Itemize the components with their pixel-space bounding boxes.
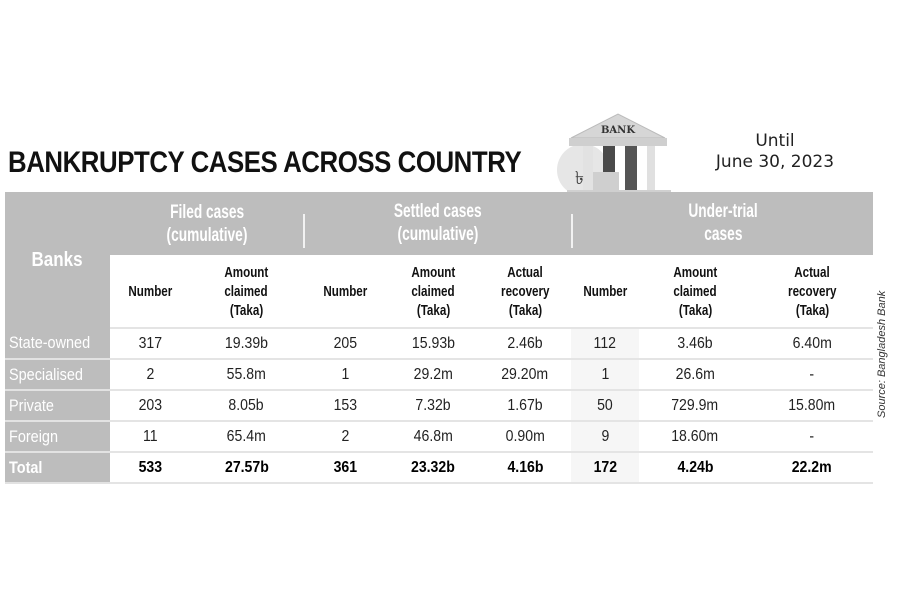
table-row-total: Total 533 27.57b 361 23.32b 4.16b 172 4.…	[5, 452, 874, 484]
table-cell: 1.67b	[479, 390, 572, 422]
table-cell: 153	[303, 390, 388, 422]
table-cell: -	[751, 359, 874, 391]
banks-header: Banks	[5, 192, 110, 328]
table-cell: -	[751, 421, 874, 453]
col-header-trial-number: Number	[571, 255, 640, 329]
table-row-specialised: Specialised 2 55.8m 1 29.2m 29.20m 1 26.…	[5, 359, 874, 391]
col-header-settled-recovery: Actual recovery (Taka)	[479, 255, 572, 329]
page-title: BANKRUPTCY CASES ACROSS COUNTRY	[8, 146, 522, 179]
table-cell: 3.46b	[639, 328, 752, 360]
date-label-line1: Until	[755, 131, 795, 151]
table-cell: 19.39b	[190, 328, 304, 360]
row-label: Total	[5, 452, 110, 484]
table-cell: 18.60m	[639, 421, 752, 453]
svg-text:৳: ৳	[575, 168, 584, 189]
row-label: State-owned	[5, 328, 110, 360]
table-cell: 203	[110, 390, 190, 422]
divider	[571, 213, 574, 248]
table-cell: 361	[303, 452, 388, 484]
table-cell: 8.05b	[190, 390, 304, 422]
table-cell: 172	[571, 452, 640, 484]
table-cell: 112	[571, 328, 640, 360]
table-cell: 9	[571, 421, 640, 453]
divider	[303, 213, 306, 248]
row-label: Specialised	[5, 359, 110, 391]
table-cell: 65.4m	[190, 421, 304, 453]
table-cell: 2	[303, 421, 388, 453]
date-label-line2: June 30, 2023	[715, 152, 835, 172]
table-cell: 15.80m	[751, 390, 874, 422]
table-row-state-owned: State-owned 317 19.39b 205 15.93b 2.46b …	[5, 328, 874, 360]
table-cell: 2.46b	[479, 328, 572, 360]
svg-text:BANK: BANK	[601, 125, 635, 136]
col-header-trial-amount: Amount claimed (Taka)	[639, 255, 752, 329]
table-cell: 23.32b	[387, 452, 480, 484]
table-cell: 317	[110, 328, 190, 360]
date-label: Until June 30, 2023	[700, 131, 850, 173]
col-header-settled-amount: Amount claimed (Taka)	[387, 255, 480, 329]
table-cell: 205	[303, 328, 388, 360]
group-header-settled: Settled cases (cumulative)	[303, 192, 572, 255]
row-label: Foreign	[5, 421, 110, 453]
table-cell: 29.20m	[479, 359, 572, 391]
table-cell: 4.24b	[639, 452, 752, 484]
table-cell: 7.32b	[387, 390, 480, 422]
table-cell: 22.2m	[751, 452, 874, 484]
table-cell: 6.40m	[751, 328, 874, 360]
table-cell: 4.16b	[479, 452, 572, 484]
table-cell: 1	[571, 359, 640, 391]
group-header-filed: Filed cases (cumulative)	[110, 192, 304, 255]
col-header-filed-amount: Amount claimed (Taka)	[190, 255, 304, 329]
table-cell: 15.93b	[387, 328, 480, 360]
table-cell: 729.9m	[639, 390, 752, 422]
col-header-settled-number: Number	[303, 255, 388, 329]
col-header-filed-number: Number	[110, 255, 190, 329]
table-cell: 27.57b	[190, 452, 304, 484]
col-header-trial-recovery: Actual recovery (Taka)	[751, 255, 874, 329]
bankruptcy-table: Banks Filed cases (cumulative) Settled ca…	[5, 192, 874, 484]
row-label: Private	[5, 390, 110, 422]
group-header-under-trial: Under-trial cases	[571, 192, 874, 255]
table-cell: 50	[571, 390, 640, 422]
source-note: Source: Bangladesh Bank	[876, 290, 888, 418]
table-cell: 26.6m	[639, 359, 752, 391]
table-cell: 0.90m	[479, 421, 572, 453]
bank-building-icon: BANK ৳	[557, 113, 671, 196]
table-row-foreign: Foreign 11 65.4m 2 46.8m 0.90m 9 18.60m …	[5, 421, 874, 453]
table-cell: 46.8m	[387, 421, 480, 453]
table-cell: 29.2m	[387, 359, 480, 391]
table-cell: 533	[110, 452, 190, 484]
table-cell: 2	[110, 359, 190, 391]
table-row-private: Private 203 8.05b 153 7.32b 1.67b 50 729…	[5, 390, 874, 422]
table-cell: 1	[303, 359, 388, 391]
table-cell: 11	[110, 421, 190, 453]
table-cell: 55.8m	[190, 359, 304, 391]
